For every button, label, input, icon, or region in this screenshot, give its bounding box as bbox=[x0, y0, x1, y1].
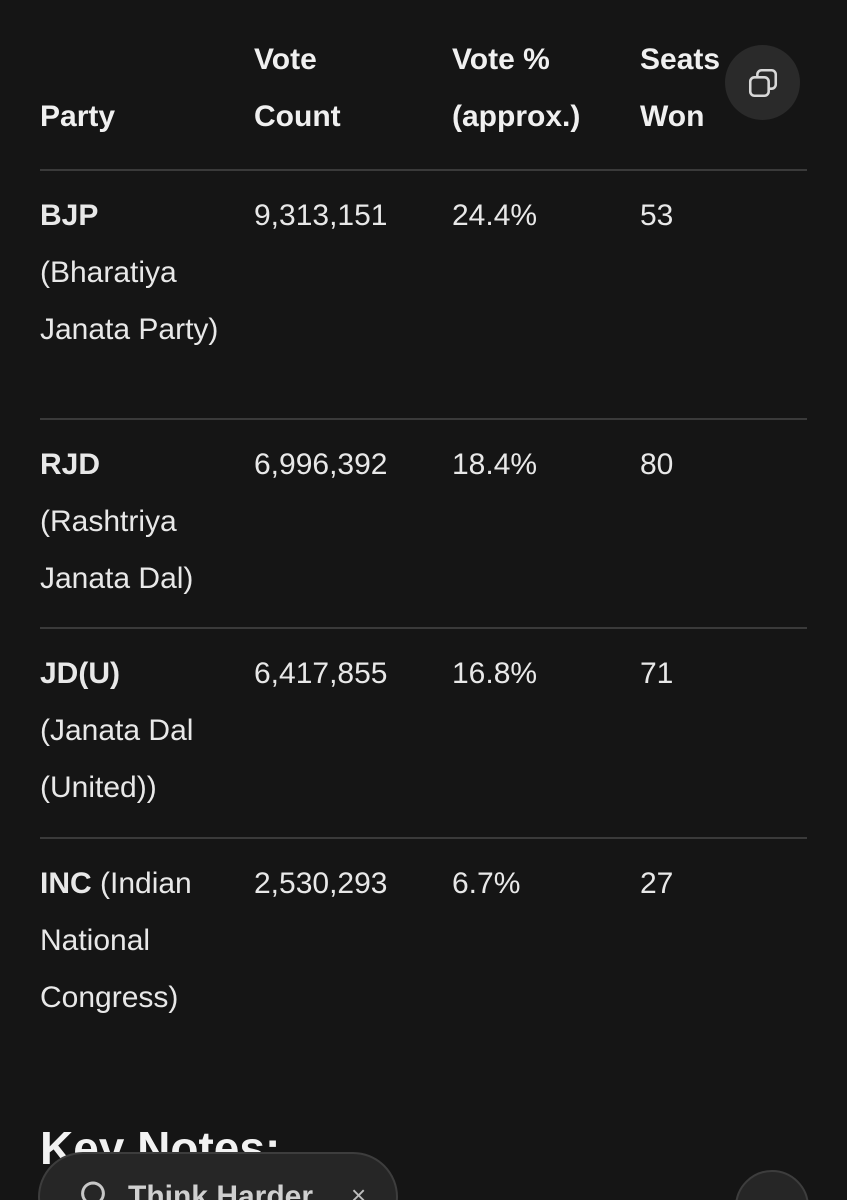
vote-percent-cell: 24.4% bbox=[452, 199, 538, 232]
header-party: Party bbox=[40, 88, 254, 169]
table-row: INC (Indian National Congress) 2,530,293… bbox=[40, 839, 807, 1029]
party-full-name: (Janata Dal (United)) bbox=[40, 714, 194, 804]
header-seats-won-line1: Seats bbox=[640, 43, 721, 76]
vote-count-cell: 6,417,855 bbox=[254, 657, 388, 690]
vote-percent-cell: 16.8% bbox=[452, 657, 538, 690]
header-seats-won-line2: Won bbox=[640, 100, 705, 133]
table-header-row: Party Vote Count Vote % (approx.) Seats … bbox=[40, 0, 807, 171]
vote-count-cell: 6,996,392 bbox=[254, 448, 388, 481]
vote-count-cell: 9,313,151 bbox=[254, 199, 388, 232]
table-row: JD(U) (Janata Dal (United)) 6,417,855 16… bbox=[40, 629, 807, 839]
vote-percent-cell: 18.4% bbox=[452, 448, 538, 481]
header-vote-percent-line1: Vote % bbox=[452, 43, 550, 76]
header-party-line2: Party bbox=[40, 100, 116, 133]
round-action-button[interactable] bbox=[735, 1170, 809, 1200]
vote-count-cell: 2,530,293 bbox=[254, 867, 388, 900]
lightbulb-icon bbox=[81, 1181, 105, 1200]
party-abbr: JD(U) bbox=[40, 657, 120, 690]
header-vote-percent: Vote % (approx.) bbox=[452, 31, 640, 169]
think-harder-chip[interactable]: Think Harder × bbox=[38, 1152, 398, 1200]
close-icon[interactable]: × bbox=[351, 1180, 367, 1200]
copy-icon bbox=[748, 68, 777, 97]
party-cell: RJD (Rashtriya Janata Dal) bbox=[40, 420, 254, 627]
header-vote-percent-line2: (approx.) bbox=[452, 100, 581, 133]
header-vote-count: Vote Count bbox=[254, 31, 452, 169]
party-abbr: RJD bbox=[40, 448, 101, 481]
party-full-name: (Rashtriya Janata Dal) bbox=[40, 505, 194, 595]
party-abbr: INC bbox=[40, 867, 92, 900]
header-vote-count-line2: Count bbox=[254, 100, 341, 133]
header-seats-won: Seats Won bbox=[640, 31, 807, 169]
seats-cell: 71 bbox=[640, 657, 674, 690]
think-harder-label: Think Harder bbox=[128, 1180, 314, 1200]
party-abbr: BJP bbox=[40, 199, 99, 232]
table-row: BJP (Bharatiya Janata Party) 9,313,151 2… bbox=[40, 171, 807, 420]
seats-cell: 27 bbox=[640, 867, 674, 900]
seats-cell: 53 bbox=[640, 199, 674, 232]
results-table: Party Vote Count Vote % (approx.) Seats … bbox=[40, 0, 807, 1029]
party-cell: BJP (Bharatiya Janata Party) bbox=[40, 171, 254, 418]
copy-button[interactable] bbox=[725, 45, 800, 120]
party-cell: INC (Indian National Congress) bbox=[40, 839, 254, 1029]
table-row: RJD (Rashtriya Janata Dal) 6,996,392 18.… bbox=[40, 420, 807, 629]
header-vote-count-line1: Vote bbox=[254, 43, 317, 76]
seats-cell: 80 bbox=[640, 448, 674, 481]
party-cell: JD(U) (Janata Dal (United)) bbox=[40, 629, 254, 837]
party-full-name: (Indian National Congress) bbox=[40, 867, 192, 1014]
party-full-name: (Bharatiya Janata Party) bbox=[40, 256, 219, 346]
vote-percent-cell: 6.7% bbox=[452, 867, 521, 900]
